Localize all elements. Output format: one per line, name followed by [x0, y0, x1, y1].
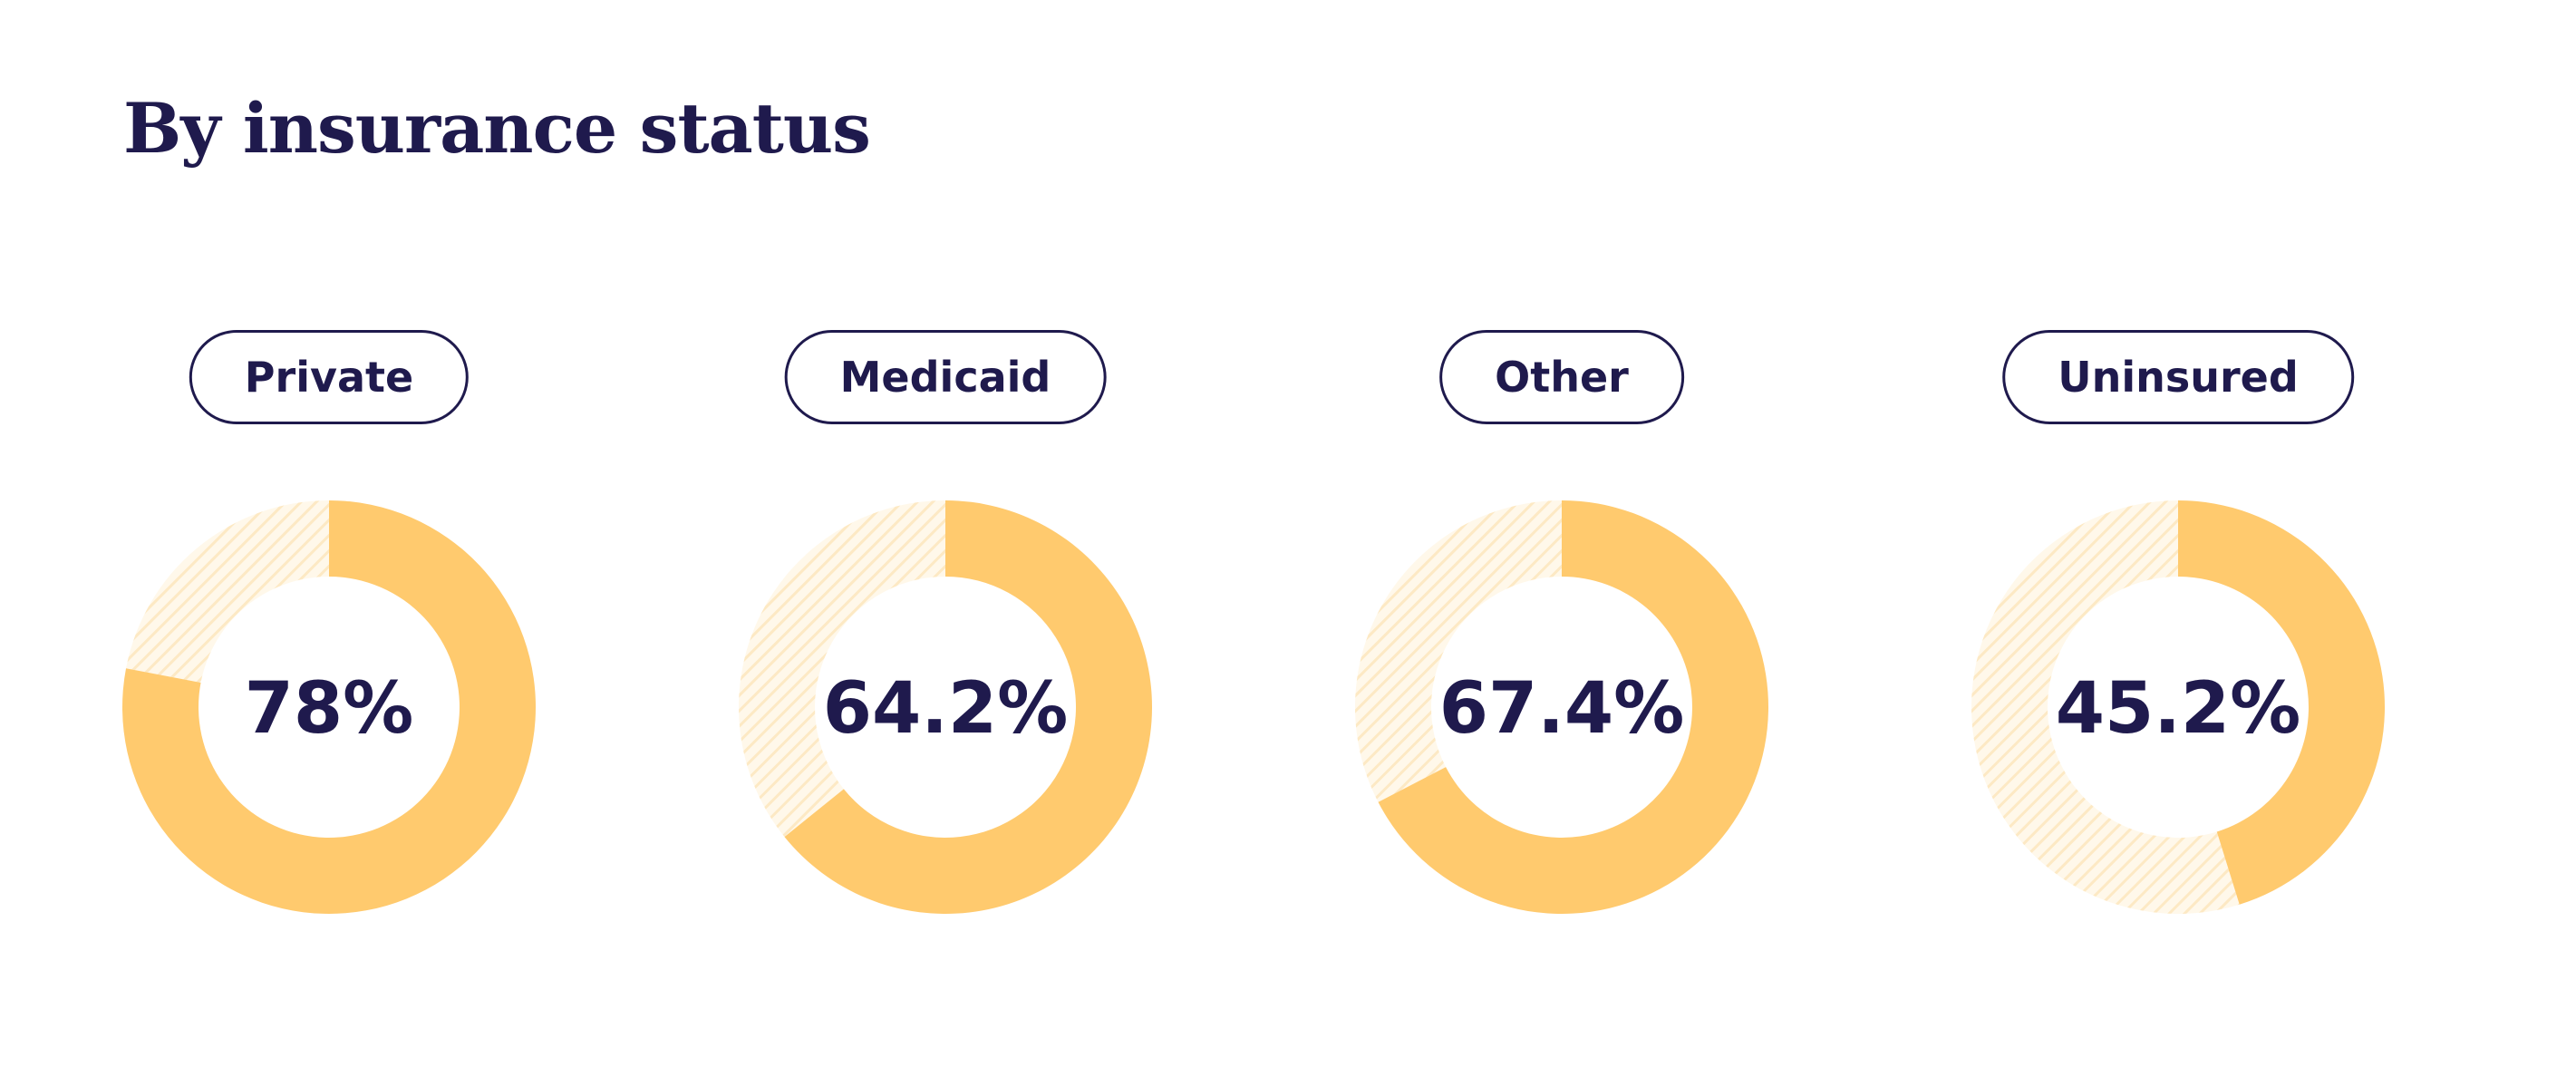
value-arc	[784, 500, 1152, 914]
remainder-arc	[126, 500, 329, 684]
category-label: Uninsured	[2002, 330, 2354, 424]
remainder-arc	[1355, 500, 1562, 802]
percent-label: 45.2%	[2056, 668, 2301, 750]
percent-label: 64.2%	[823, 668, 1069, 750]
category-label: Other	[1439, 330, 1684, 424]
remainder-arc	[1971, 500, 2240, 914]
donut-svg: 67.4%	[1355, 500, 1768, 914]
donut-svg: 45.2%	[1971, 500, 2385, 914]
donut-medicaid: Medicaid 64.2%	[728, 326, 1163, 925]
remainder-arc	[739, 500, 945, 838]
value-arc	[1378, 500, 1768, 914]
donut-private: Private 78%	[111, 326, 547, 925]
donut-other: Other 67.4%	[1344, 326, 1779, 925]
donut-uninsured: Uninsured 45.2%	[1961, 326, 2396, 925]
category-label: Private	[189, 330, 470, 424]
value-arc	[2178, 500, 2385, 905]
value-arc	[122, 500, 536, 914]
donut-svg: 64.2%	[739, 500, 1152, 914]
category-label: Medicaid	[784, 330, 1107, 424]
percent-label: 67.4%	[1439, 668, 1685, 750]
page-title: By insurance status	[123, 88, 871, 169]
percent-label: 78%	[245, 668, 414, 750]
donut-svg: 78%	[122, 500, 536, 914]
